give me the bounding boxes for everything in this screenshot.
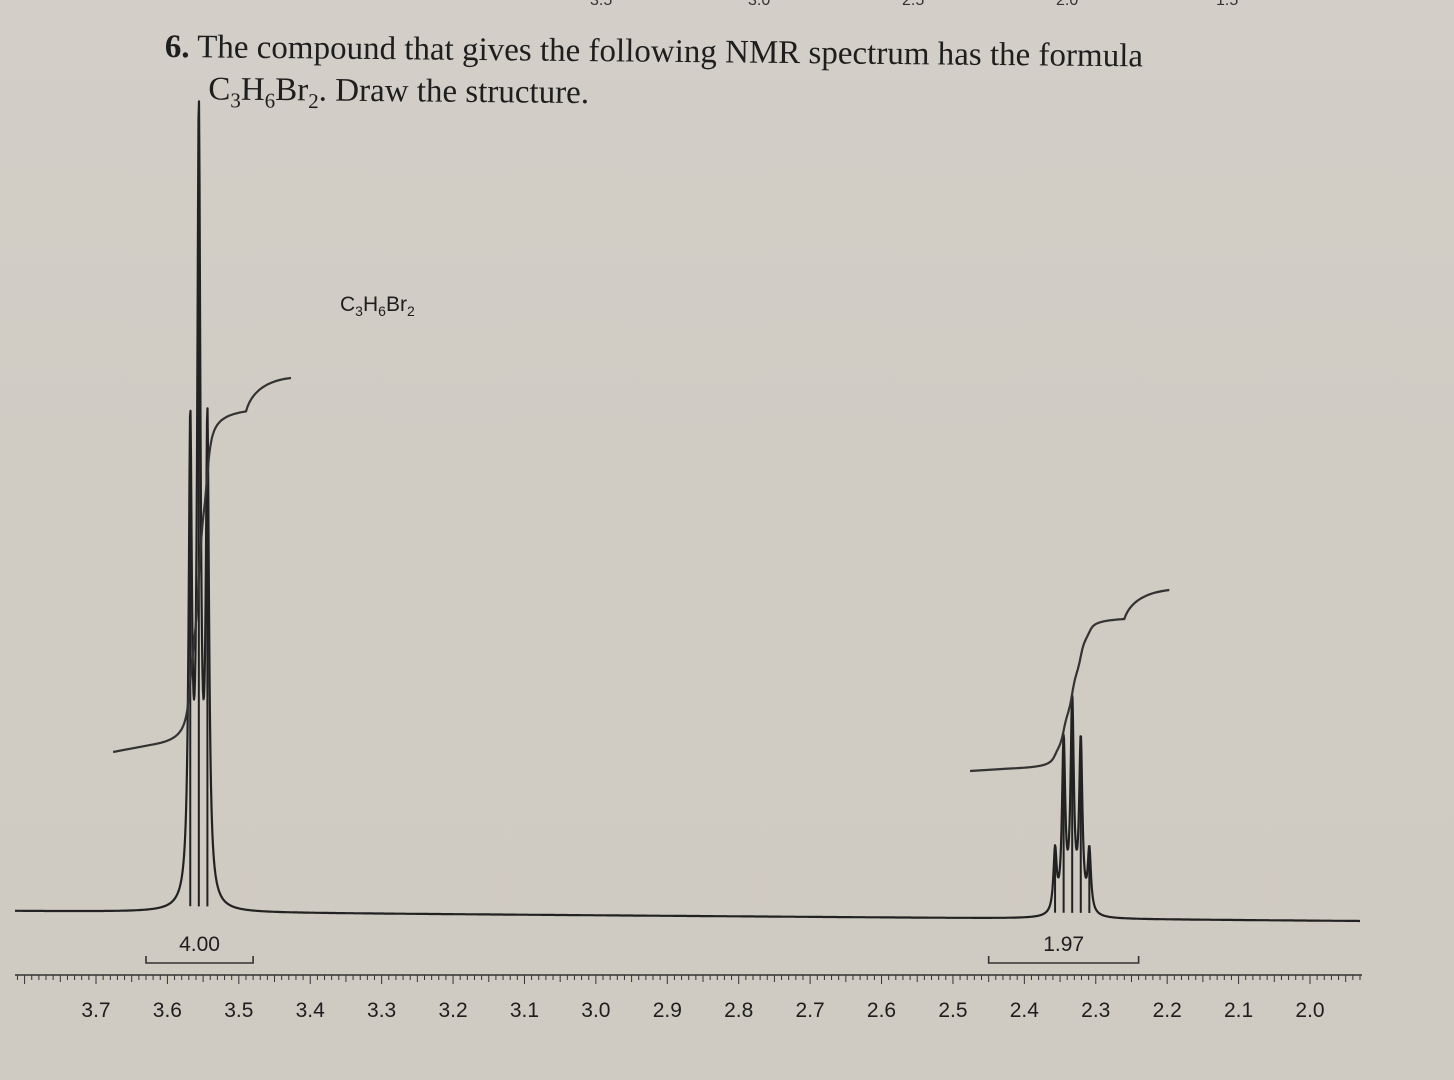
x-tick-label: 2.9 — [653, 999, 682, 1022]
integration-value: 4.00 — [179, 933, 220, 956]
spectrum-signals — [14, 100, 1361, 923]
x-tick-label: 3.0 — [581, 999, 610, 1022]
x-tick-label: 2.3 — [1081, 999, 1110, 1022]
integral-curves — [112, 376, 1170, 773]
x-tick-label: 3.4 — [296, 999, 326, 1022]
x-tick-label: 2.0 — [1295, 999, 1324, 1022]
x-tick-label: 2.4 — [1010, 999, 1040, 1022]
x-tick-label: 3.6 — [153, 999, 182, 1022]
integration-bracket — [987, 956, 1140, 964]
chart-formula-br: Br — [386, 293, 407, 316]
integration-value: 1.97 — [1043, 933, 1084, 956]
integral-curve — [112, 376, 292, 754]
x-tick-label: 2.1 — [1224, 999, 1253, 1022]
x-tick-label: 3.5 — [224, 999, 253, 1022]
x-tick-label: 2.8 — [724, 999, 753, 1022]
top-scale-label: 3.0 — [748, 0, 771, 9]
x-tick-label: 2.2 — [1153, 999, 1182, 1022]
chart-formula-h: H — [363, 293, 378, 316]
chart-formula-c-sub: 3 — [355, 303, 363, 319]
chart-formula-br-sub: 2 — [407, 303, 415, 319]
x-tick-label: 3.7 — [81, 999, 110, 1022]
x-tick-label: 2.7 — [796, 999, 825, 1022]
x-tick-label: 2.6 — [867, 999, 896, 1022]
x-axis: 3.7 3.6 3.5 3.4 3.3 3.2 3.1 3.0 2.9 2.8 2.7 2.6 2.5 2… — [15, 974, 1362, 1022]
chart-formula-h-sub: 6 — [378, 303, 386, 319]
chart-formula-label: C3H6Br2 — [340, 293, 415, 319]
integration-bracket — [145, 956, 254, 964]
top-scale-label: 1.5 — [1216, 0, 1239, 9]
top-partial-scale: 3.5 3.0 2.5 2.0 1.5 — [0, 0, 1454, 14]
x-tick-label: 3.2 — [438, 999, 467, 1022]
chart-formula-c: C — [340, 293, 355, 316]
top-scale-label: 3.5 — [590, 0, 613, 9]
x-tick-label: 3.1 — [510, 999, 539, 1022]
x-tick-label: 3.3 — [367, 999, 396, 1022]
spectrum-trace — [14, 100, 1361, 923]
svg-text:C3H6Br2: C3H6Br2 — [340, 293, 415, 319]
integral-curve — [970, 588, 1170, 773]
top-scale-label: 2.5 — [902, 0, 925, 9]
x-tick-label: 2.5 — [938, 999, 967, 1022]
integration-labels: 4.00 1.97 — [145, 933, 1140, 964]
top-scale-label: 2.0 — [1056, 0, 1079, 9]
